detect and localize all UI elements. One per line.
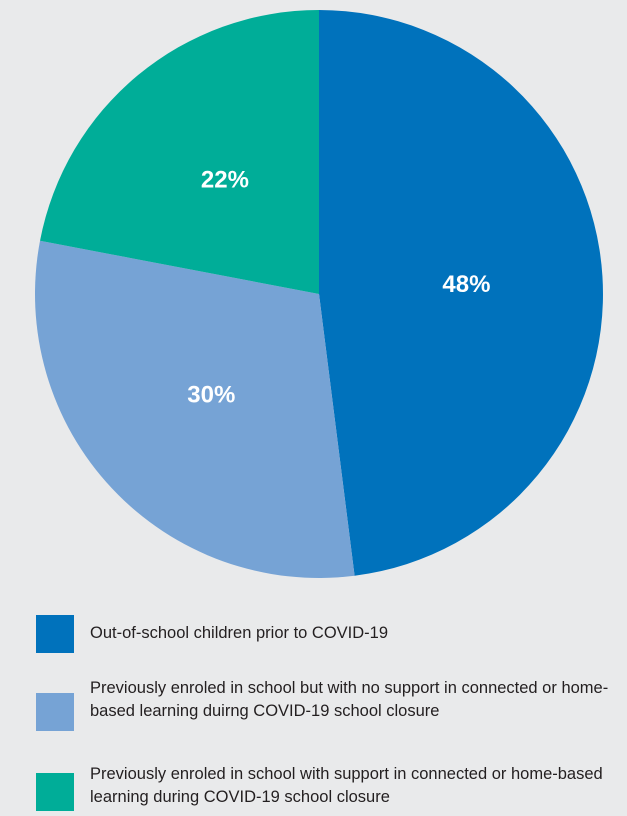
pie-slice-out-of-school bbox=[319, 10, 603, 576]
legend-swatch-out-of-school bbox=[36, 615, 74, 653]
pie-chart: 48% 30% 22% bbox=[34, 10, 603, 578]
legend-label-no-support: Previously enroled in school but with no… bbox=[90, 679, 609, 720]
pie-slice-no-support bbox=[34, 240, 355, 578]
slice-label-out-of-school: 48% bbox=[442, 271, 490, 298]
legend-label-with-support: Previously enroled in school with suppor… bbox=[90, 765, 603, 806]
slice-label-no-support: 30% bbox=[187, 382, 235, 409]
legend-swatch-with-support bbox=[36, 773, 74, 811]
legend-swatch-no-support bbox=[36, 693, 74, 731]
pie-slice-with-support bbox=[40, 10, 319, 294]
pie-chart-svg: 48% 30% 22% bbox=[34, 10, 603, 578]
slice-label-with-support: 22% bbox=[201, 167, 249, 194]
legend-label-out-of-school: Out-of-school children prior to COVID-19 bbox=[90, 624, 389, 642]
